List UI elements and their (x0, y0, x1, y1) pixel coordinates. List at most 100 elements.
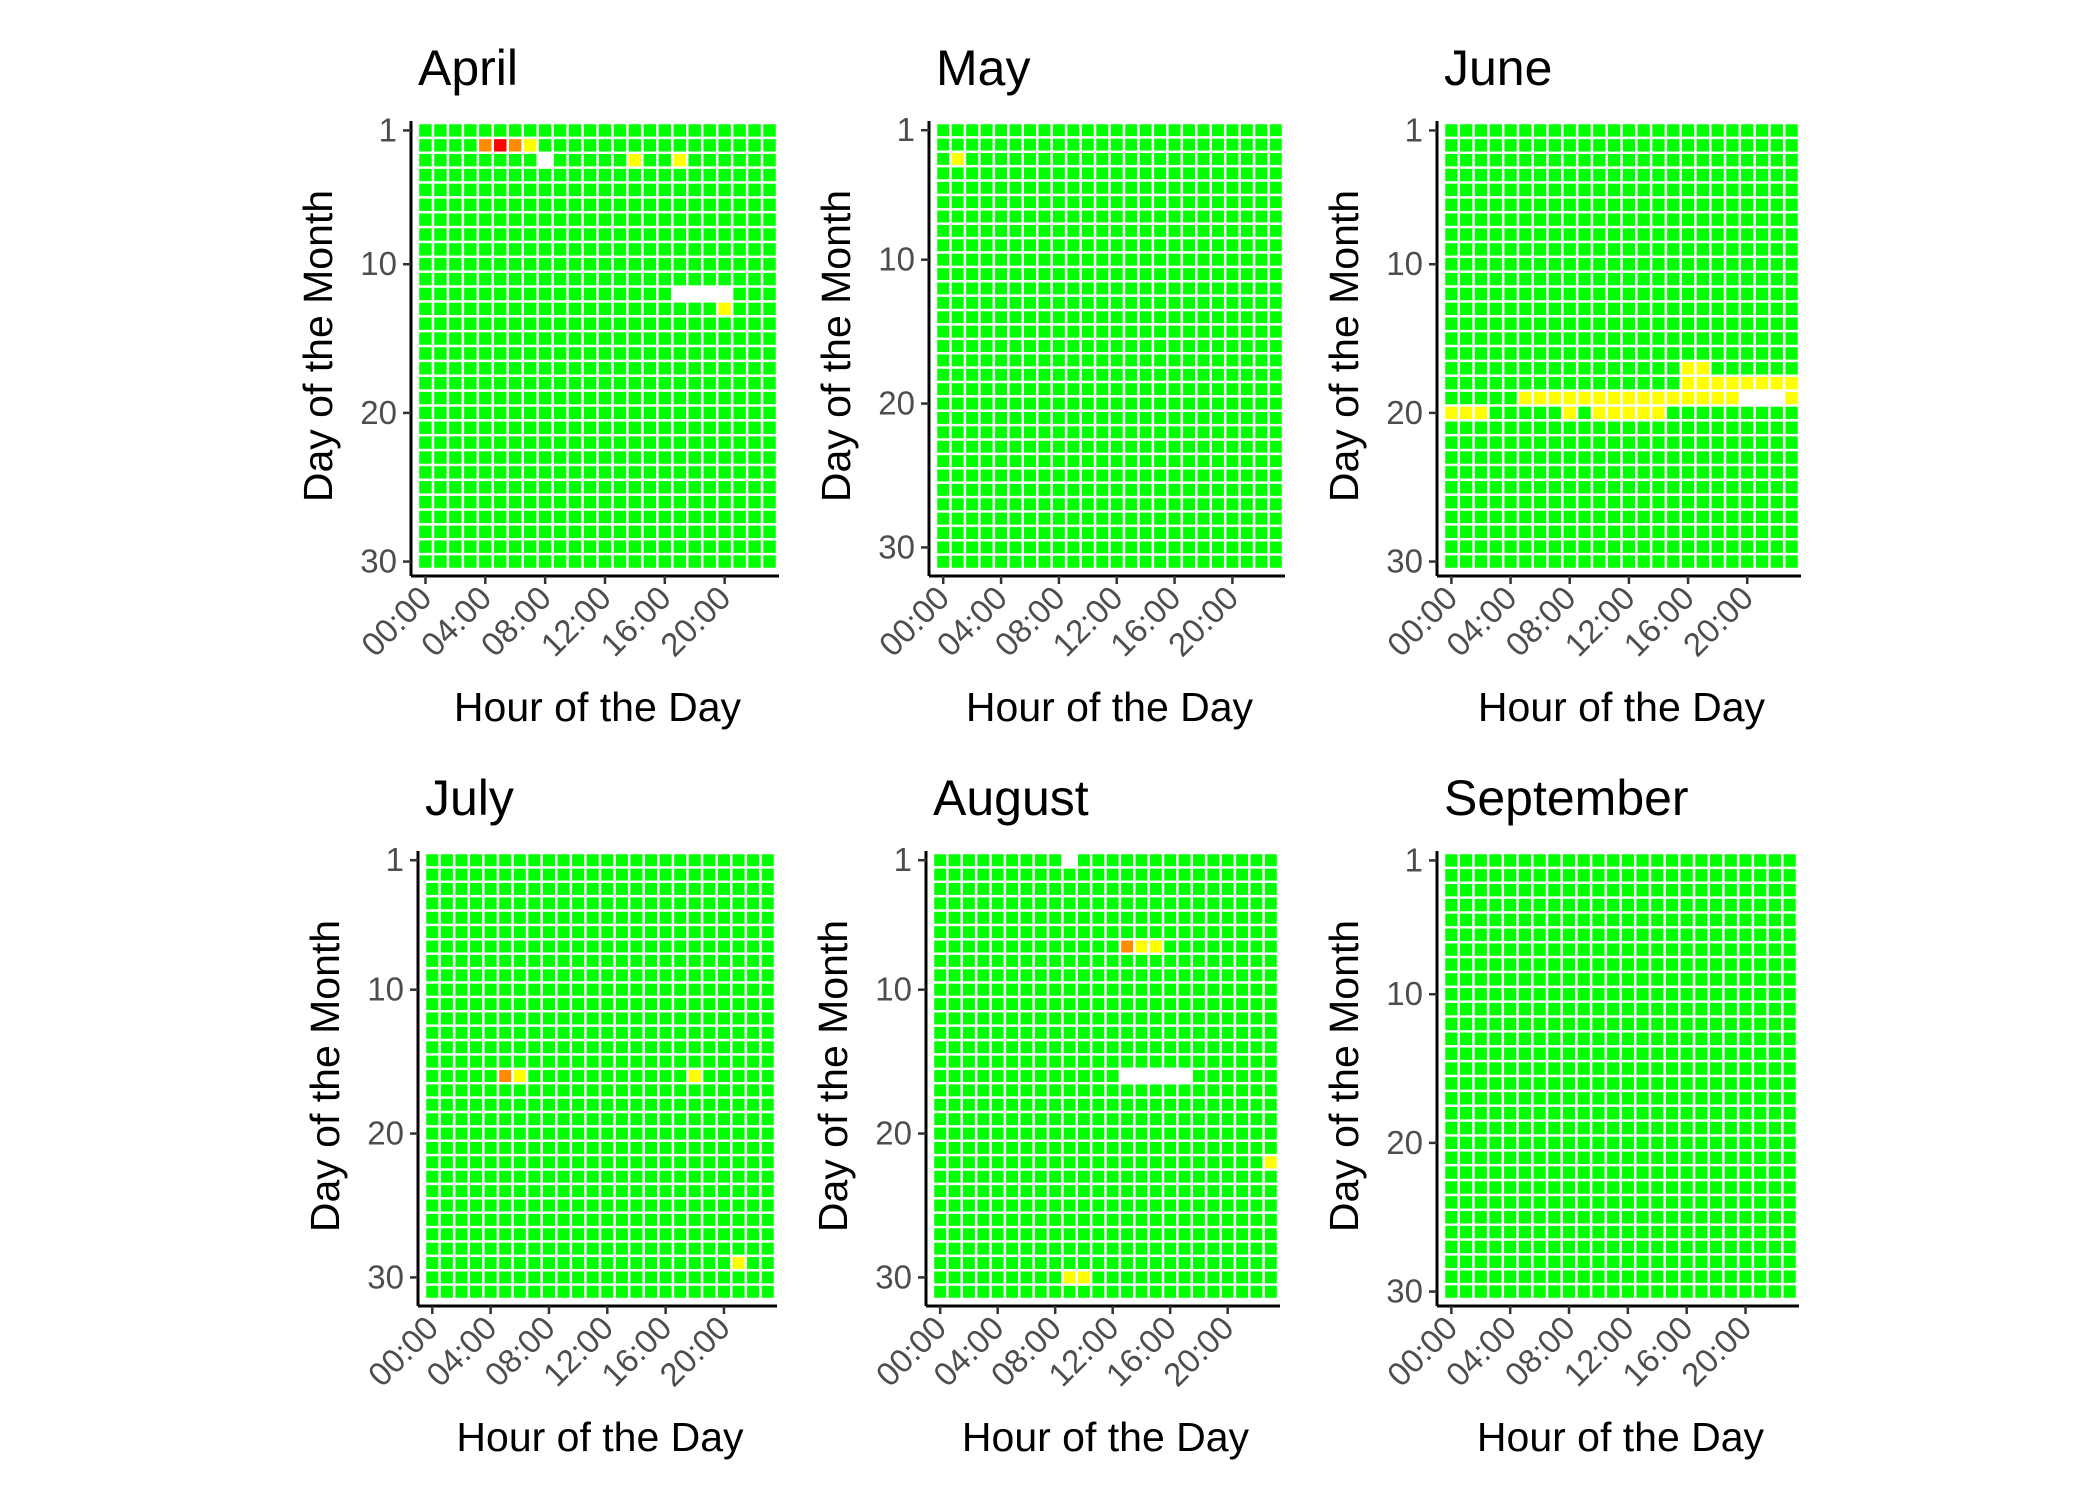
heatmap-cell (1250, 1026, 1263, 1039)
heatmap-cell (1121, 1271, 1134, 1284)
heatmap-cell (1034, 868, 1047, 881)
heatmap-cell (628, 302, 642, 316)
heatmap-cell (615, 1271, 628, 1284)
heatmap-cell (1269, 555, 1282, 568)
heatmap-cell (1768, 1136, 1782, 1150)
heatmap-cell (1121, 940, 1134, 953)
heatmap-cell (553, 153, 567, 167)
heatmap-cell (1106, 1141, 1119, 1154)
heatmap-cell (1078, 969, 1090, 982)
heatmap-cell (703, 1113, 716, 1126)
heatmap-cell (1139, 153, 1152, 165)
heatmap-cell (1533, 883, 1546, 897)
heatmap-cell (718, 391, 731, 405)
heatmap-cell (1726, 436, 1739, 449)
heatmap-cell (1264, 969, 1277, 982)
heatmap-cell (1534, 124, 1547, 137)
heatmap-cell (1534, 228, 1547, 241)
heatmap-cell (1445, 406, 1458, 420)
heatmap-cell (1121, 1141, 1134, 1154)
heatmap-cell (1034, 1271, 1047, 1284)
heatmap-cell (449, 481, 462, 494)
heatmap-cell (1067, 483, 1080, 496)
heatmap-cell (1250, 1041, 1263, 1054)
heatmap-cell (586, 983, 599, 996)
heatmap-cell (1067, 311, 1080, 324)
heatmap-cell (1096, 196, 1109, 209)
heatmap-cell (1607, 466, 1621, 479)
heatmap-cell (615, 1141, 628, 1154)
heatmap-cell (1681, 124, 1695, 137)
heatmap-cell (440, 1271, 453, 1284)
heatmap-cell (1221, 954, 1234, 967)
heatmap-cell (586, 1185, 599, 1198)
heatmap-cell (1125, 268, 1138, 281)
heatmap-cell (659, 1098, 672, 1111)
heatmap-cell (557, 1170, 570, 1183)
heatmap-cell (434, 406, 447, 420)
heatmap-cell (1207, 1098, 1220, 1111)
heatmap-cell (1724, 1121, 1737, 1135)
heatmap-cell (434, 153, 447, 167)
heatmap-cell (1024, 153, 1036, 165)
heatmap-cell (449, 302, 462, 316)
heatmap-cell (1680, 1181, 1693, 1194)
heatmap-cell (1607, 1106, 1620, 1120)
heatmap-cell (601, 1055, 614, 1068)
heatmap-cell (628, 198, 642, 211)
heatmap-cell (1052, 411, 1065, 424)
heatmap-cell (1519, 213, 1532, 226)
heatmap-cell (484, 1070, 497, 1082)
heatmap-cell (980, 153, 993, 165)
heatmap-cell (1121, 1084, 1134, 1097)
heatmap-cell (1783, 1240, 1796, 1254)
heatmap-cell (659, 983, 672, 996)
heatmap-cell (1154, 469, 1167, 482)
heatmap-cell (937, 253, 950, 266)
heatmap-cell (966, 469, 979, 482)
heatmap-cell (426, 883, 439, 895)
heatmap-cell (630, 1041, 643, 1054)
heatmap-cell (659, 954, 672, 967)
heatmap-cell (1768, 973, 1782, 986)
heatmap-cell (937, 397, 950, 410)
heatmap-cell (1081, 340, 1094, 352)
heatmap-cell (937, 340, 950, 352)
heatmap-cell (419, 302, 432, 316)
heatmap-cell (494, 466, 507, 479)
heatmap-cell (1020, 1012, 1033, 1025)
heatmap-cell (1154, 325, 1167, 338)
heatmap-cell (1081, 527, 1094, 539)
heatmap-cell (499, 1012, 512, 1025)
heatmap-cell (1183, 555, 1195, 568)
heatmap-cell (643, 153, 657, 167)
heatmap-cell (1135, 1242, 1148, 1255)
heatmap-cell (1518, 958, 1531, 971)
heatmap-cell (1063, 1213, 1076, 1226)
heatmap-cell (553, 555, 567, 568)
heatmap-cell (1519, 525, 1532, 539)
heatmap-cell (1049, 1185, 1062, 1198)
heatmap-cell (645, 1098, 658, 1111)
heatmap-cell (763, 287, 776, 301)
heatmap-cell (1518, 988, 1531, 1001)
heatmap-cell (1607, 436, 1621, 449)
heatmap-cell (1154, 311, 1167, 324)
heatmap-cell (1459, 1002, 1473, 1016)
heatmap-cell (1255, 483, 1268, 496)
heatmap-cell (688, 510, 701, 524)
heatmap-cell (455, 954, 468, 967)
heatmap-cell (1211, 138, 1224, 151)
heatmap-cell (995, 325, 1008, 338)
heatmap-cell (568, 124, 582, 137)
heatmap-cell (1020, 868, 1033, 881)
heatmap-cell (1110, 555, 1123, 568)
heatmap-cell (484, 1271, 497, 1284)
heatmap-cell (1563, 124, 1576, 137)
heatmap-cell (963, 1170, 975, 1183)
heatmap-cell (1665, 1151, 1679, 1164)
heatmap-cell (1548, 183, 1562, 197)
heatmap-cell (572, 1026, 585, 1039)
heatmap-cell (1135, 868, 1148, 881)
heatmap-cell (598, 153, 612, 167)
